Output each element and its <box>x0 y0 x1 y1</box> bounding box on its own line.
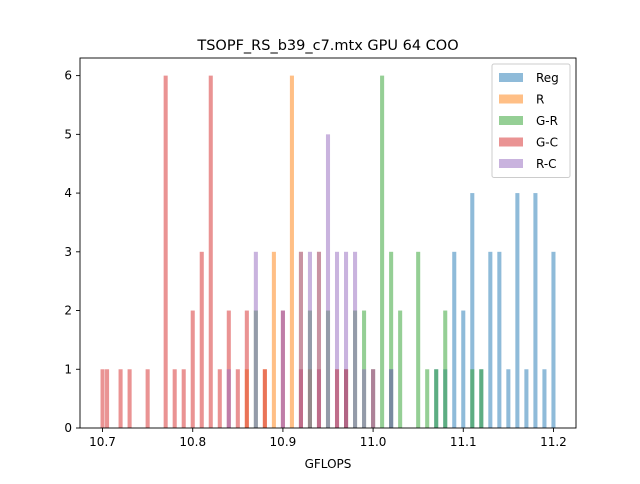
legend-label-g-c: G-C <box>536 136 558 150</box>
y-tick-label-6: 6 <box>64 69 72 83</box>
bar-r-c-0 <box>226 369 231 428</box>
x-tick-label-1: 10.8 <box>179 435 206 449</box>
bar-r-c-9 <box>353 251 358 428</box>
bar-g-c-0 <box>100 369 105 428</box>
bar-r-c-11 <box>371 369 376 428</box>
bar-g-c-9 <box>199 251 204 428</box>
x-axis-label: GFLOPS <box>305 457 352 471</box>
bar-g-r-6 <box>389 251 394 428</box>
y-tick-label-5: 5 <box>64 127 72 141</box>
legend-swatch-r <box>499 94 523 104</box>
x-tick-label-0: 10.7 <box>89 435 116 449</box>
bar-g-r-9 <box>425 369 430 428</box>
legend-label-r-c: R-C <box>536 157 557 171</box>
y-axis: 0 1 2 3 4 5 6 <box>64 69 80 435</box>
y-tick-label-1: 1 <box>64 362 72 376</box>
bar-g-c-10 <box>208 75 213 429</box>
bar-reg-13 <box>524 369 529 428</box>
bar-g-c-15 <box>262 369 267 428</box>
bar-reg-12 <box>515 193 520 428</box>
bar-reg-5 <box>452 251 457 428</box>
x-tick-label-4: 11.1 <box>450 435 477 449</box>
legend-label-g-r: G-R <box>536 114 558 128</box>
bar-g-c-1 <box>105 369 110 428</box>
bar-g-c-13 <box>235 369 240 428</box>
legend-swatch-reg <box>499 73 523 82</box>
bar-reg-6 <box>461 310 466 428</box>
bar-g-r-12 <box>470 369 475 428</box>
legend-label-reg: Reg <box>536 71 559 85</box>
bar-reg-7 <box>470 193 475 428</box>
bar-r-c-10 <box>362 369 367 428</box>
bar-g-r-8 <box>416 251 421 428</box>
bar-r-c-3 <box>298 251 303 428</box>
bar-g-r-5 <box>380 75 385 429</box>
bar-g-r-11 <box>443 310 448 428</box>
x-tick-label-2: 10.9 <box>270 435 297 449</box>
legend-swatch-r-c <box>499 159 523 168</box>
y-tick-label-0: 0 <box>64 421 72 435</box>
bar-r-3 <box>289 75 294 429</box>
y-tick-label-4: 4 <box>64 186 72 200</box>
bar-reg-15 <box>542 369 547 428</box>
legend-box <box>491 63 571 178</box>
bar-reg-14 <box>533 193 538 428</box>
legend-swatch-g-c <box>499 137 523 147</box>
x-axis: 10.7 10.8 10.9 11.0 11.1 11.2 <box>89 428 567 449</box>
plot-frame <box>79 57 577 429</box>
bar-g-c-2 <box>118 369 123 428</box>
bar-r-c-6 <box>325 134 331 428</box>
bar-g-c-5 <box>163 75 168 429</box>
x-tick-label-3: 11.0 <box>360 435 387 449</box>
bar-g-c-3 <box>127 369 132 428</box>
bar-reg-10 <box>497 251 502 428</box>
bar-g-c-6 <box>172 369 177 428</box>
bar-g-r-7 <box>398 310 403 428</box>
bar-g-c-7 <box>181 369 186 428</box>
x-tick-label-5: 11.2 <box>540 435 567 449</box>
bar-r-c-8 <box>344 251 349 428</box>
bar-reg-16 <box>551 251 556 428</box>
bar-g-c-11 <box>217 369 222 428</box>
y-tick-label-2: 2 <box>64 304 72 318</box>
bar-g-c-4 <box>145 369 150 428</box>
legend-swatch-g-r <box>499 116 523 125</box>
legend: Reg R G-R G-C R-C <box>491 63 571 178</box>
bar-reg-9 <box>488 251 493 428</box>
bar-r-c-12 <box>389 369 394 428</box>
chart-title: TSOPF_RS_b39_c7.mtx GPU 64 COO <box>196 38 458 54</box>
bar-r-c-5 <box>316 251 322 428</box>
bars-layer <box>100 75 556 429</box>
bar-r-2 <box>271 251 276 428</box>
bar-g-c-14 <box>244 310 249 428</box>
bar-r-c-1 <box>253 251 258 428</box>
bar-g-c-8 <box>190 310 195 428</box>
legend-label-r: R <box>536 93 544 107</box>
bar-reg-11 <box>506 369 511 428</box>
bar-g-r-13 <box>479 369 484 428</box>
bar-g-r-10 <box>434 369 439 428</box>
bar-r-c-7 <box>334 251 340 428</box>
bar-r-c-4 <box>307 251 312 428</box>
y-tick-label-3: 3 <box>64 245 72 259</box>
bar-r-c-2 <box>280 310 285 428</box>
